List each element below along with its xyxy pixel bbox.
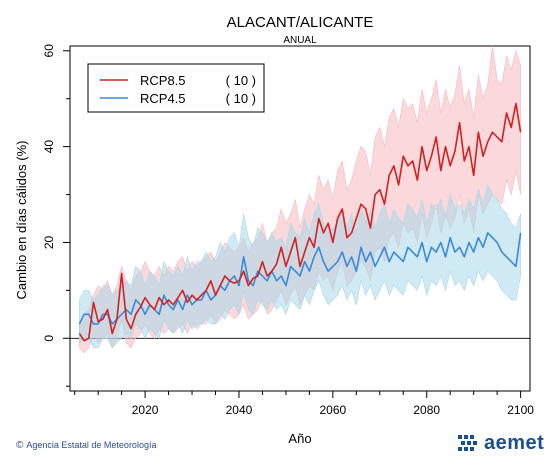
aemet-logo: aemet xyxy=(456,432,548,456)
legend-label: RCP4.5 xyxy=(140,91,186,106)
agency-credit-text: Agencia Estatal de Meteorología xyxy=(26,440,157,450)
y-tick-label: 0 xyxy=(42,335,56,342)
legend-box xyxy=(87,63,265,113)
x-tick-label: 2020 xyxy=(132,403,159,417)
plot-frame xyxy=(69,45,531,392)
chart-subtitle: ANUAL xyxy=(283,35,317,46)
copyright-icon: © xyxy=(16,440,24,451)
y-tick-label: 60 xyxy=(42,44,56,58)
aemet-logo-text: aemet xyxy=(484,432,545,454)
x-tick-label: 2080 xyxy=(413,403,440,417)
y-tick-label: 40 xyxy=(42,140,56,154)
x-tick-label: 2040 xyxy=(226,403,253,417)
y-tick-label: 20 xyxy=(42,235,56,249)
legend-label: RCP8.5 xyxy=(140,73,186,88)
chart-title: ALACANT/ALICANTE xyxy=(227,14,374,31)
agency-credit: © Agencia Estatal de Meteorología xyxy=(16,440,156,451)
aemet-wave-icon xyxy=(458,435,477,451)
series-line-0 xyxy=(78,102,522,342)
legend-count: ( 10 ) xyxy=(226,73,256,88)
legend-count: ( 10 ) xyxy=(226,91,256,106)
x-tick-label: 2060 xyxy=(320,403,347,417)
x-axis-label: Año xyxy=(288,431,311,446)
x-tick-label: 2100 xyxy=(507,403,534,417)
y-axis-label: Cambio en días cálidos (%) xyxy=(14,141,29,300)
